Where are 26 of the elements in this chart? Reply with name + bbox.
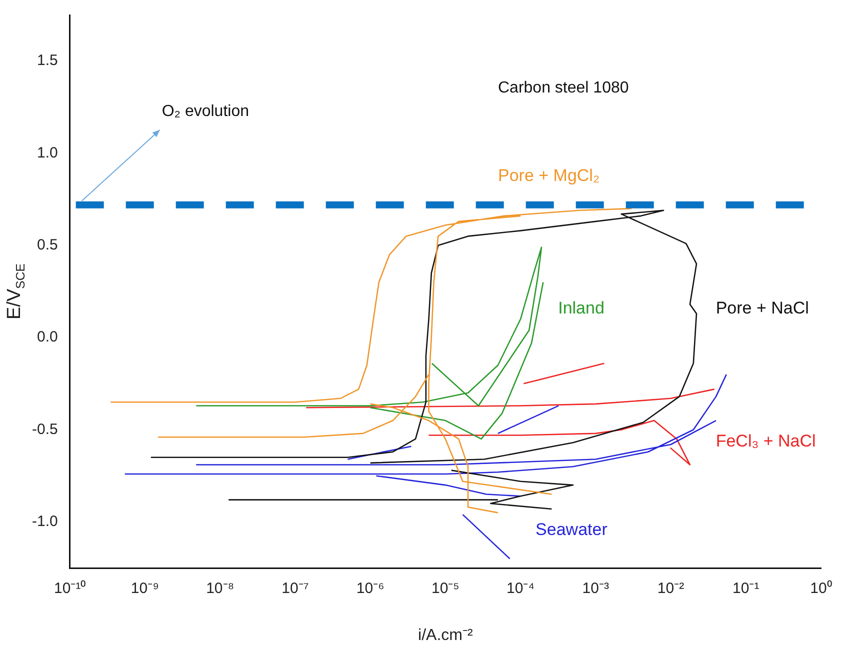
x-tick-label: 10⁻¹⁰ <box>54 580 86 598</box>
x-tick-label: 10⁻⁴ <box>506 580 535 598</box>
x-tick-label: 10⁻⁷ <box>282 580 309 598</box>
x-tick-label: 10⁻³ <box>582 580 609 598</box>
x-tick-label: 10⁻⁶ <box>356 580 384 598</box>
x-tick-label: 10⁻² <box>657 580 684 598</box>
series-label: Pore + MgCl₂ <box>498 166 600 185</box>
series-label: FeCl₃ + NaCl <box>716 431 816 450</box>
annotation: Carbon steel 1080 <box>498 79 629 96</box>
series-label: Seawater <box>536 520 608 539</box>
series-label: Inland <box>558 298 604 318</box>
x-tick-label: 10⁻⁵ <box>431 580 460 598</box>
y-tick-label: 1.5 <box>36 52 58 70</box>
y-axis-title: E/VSCE <box>4 263 28 320</box>
y-tick-label: -1.0 <box>32 513 58 530</box>
y-tick-label: 1.0 <box>36 144 58 162</box>
y-tick-label: 0.5 <box>36 236 58 254</box>
y-tick-label: -0.5 <box>32 420 58 438</box>
x-tick-label: 10⁻⁸ <box>206 580 234 598</box>
series-label: Pore + NaCl <box>716 298 809 318</box>
x-axis-title: i/A.cm⁻² <box>418 627 474 644</box>
x-tick-label: 10⁻¹ <box>732 580 760 598</box>
ref-line-label: O₂ evolution <box>162 102 250 120</box>
y-tick-label: 0.0 <box>36 328 58 346</box>
x-tick-label: 10⁻⁹ <box>130 580 160 598</box>
x-tick-label: 10⁰ <box>810 580 832 598</box>
